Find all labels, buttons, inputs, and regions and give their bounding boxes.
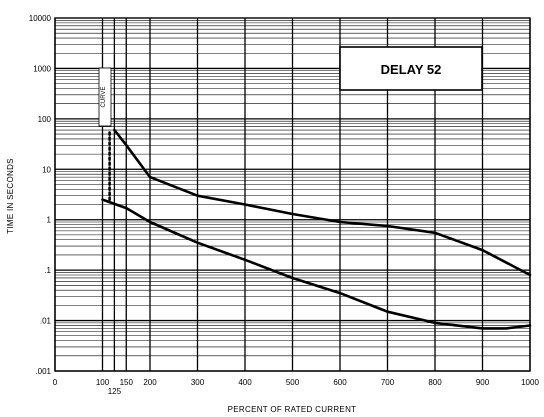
y-axis-title: TIME IN SECONDS [6,158,15,234]
x-tick-label: 100 [96,378,110,387]
x-tick-label: 500 [286,378,300,387]
x-tick-label: 600 [333,378,347,387]
vertical-curve-label: CURVE [101,87,107,108]
x-tick-label: 300 [191,378,205,387]
series-line [101,198,532,330]
y-tick-label: .01 [40,317,52,326]
x-tick-label: 200 [143,378,157,387]
x-tick-label: 1000 [521,378,539,387]
chart-title: DELAY 52 [381,62,442,77]
x-tick-label: 125 [108,387,122,396]
vertical-curve-label-box [98,67,112,127]
x-tick-label: 700 [381,378,395,387]
y-tick-label: .001 [35,367,51,376]
y-tick-label: .1 [44,266,51,275]
plot-frame [54,17,531,372]
x-tick-label: 150 [120,378,134,387]
vertical-curve-label-group: CURVE [98,67,112,127]
x-tick-label: 0 [53,378,58,387]
series-group [101,128,532,330]
y-tick-label: 10 [42,165,51,174]
y-tick-label: 1000 [33,64,51,73]
title-badge: DELAY 52 [339,46,483,91]
series-line [113,128,532,277]
y-tick-label: 100 [38,115,52,124]
x-tick-label: 400 [238,378,252,387]
x-axis-title: PERCENT OF RATED CURRENT [228,405,357,414]
title-badge-box [339,46,483,91]
y-tick-label: 1 [47,216,52,225]
x-tick-label: 800 [428,378,442,387]
x-tick-label: 900 [476,378,490,387]
y-tick-label: 10000 [29,14,52,23]
tick-labels: 0 100 150 200 300 400 500 600 700 800 900 1000 125 .0… [29,14,540,396]
